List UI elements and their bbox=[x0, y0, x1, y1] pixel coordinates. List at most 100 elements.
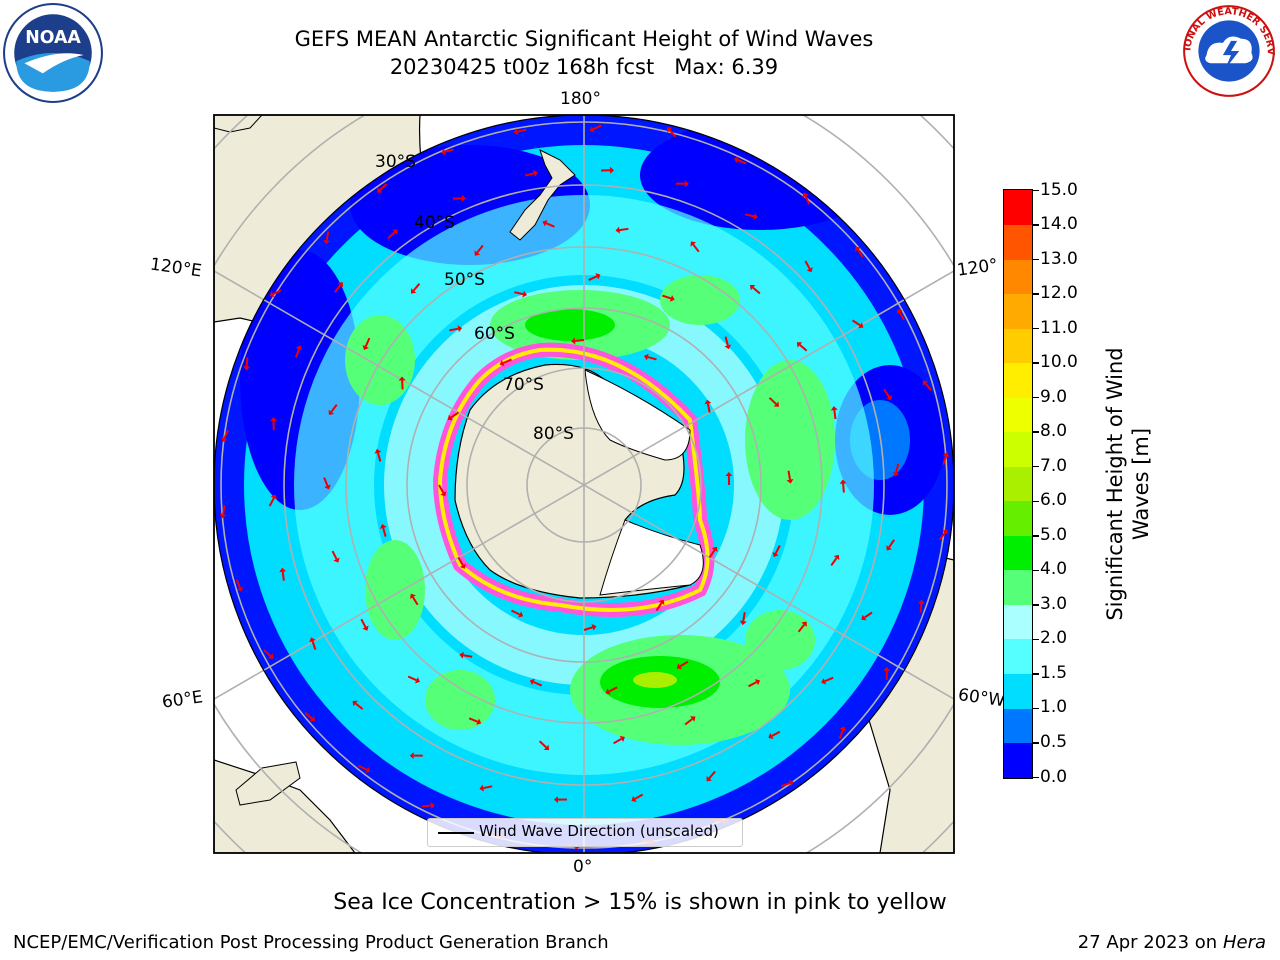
wave-direction-arrowhead bbox=[522, 290, 528, 298]
legend-label: Wind Wave Direction (unscaled) bbox=[479, 822, 719, 840]
wave-direction-arrow bbox=[583, 626, 593, 631]
wave-direction-arrowhead bbox=[571, 337, 576, 345]
wave-direction-arrow bbox=[376, 452, 382, 462]
wave-direction-arrowhead bbox=[724, 344, 732, 350]
wave-direction-arrowhead bbox=[309, 716, 316, 722]
colorbar-tick-label: 9.0 bbox=[1040, 386, 1068, 407]
figure-title: GEFS MEAN Antarctic Significant Height o… bbox=[294, 27, 874, 51]
wave-direction-arrowhead bbox=[725, 472, 733, 477]
wave-direction-arrowhead bbox=[440, 491, 447, 497]
colorbar-tick-label: 0.0 bbox=[1040, 766, 1068, 787]
wave-direction-arrow bbox=[330, 403, 338, 413]
footer-machine: Hera bbox=[1222, 932, 1266, 953]
colorbar-tick-mark bbox=[1033, 535, 1039, 537]
colorbar-tick-mark bbox=[1033, 189, 1039, 192]
wave-direction-arrow bbox=[787, 470, 791, 480]
wave-direction-arrowhead bbox=[333, 557, 340, 563]
wave-direction-arrowhead bbox=[802, 192, 809, 198]
wave-direction-arrowhead bbox=[441, 148, 446, 156]
wave-direction-arrowhead bbox=[796, 342, 803, 348]
wave-direction-arrowhead bbox=[609, 166, 615, 174]
wave-direction-arrow bbox=[358, 764, 368, 771]
colorbar-segment bbox=[1004, 362, 1032, 398]
wave-direction-arrowhead bbox=[518, 611, 524, 618]
wave-direction-arrow bbox=[833, 409, 837, 420]
lat-label-80s: 80°S bbox=[533, 424, 574, 444]
colorbar-segment bbox=[1004, 431, 1032, 467]
wave-direction-arrowhead bbox=[362, 625, 369, 631]
wave-direction-arrow bbox=[387, 231, 396, 239]
wave-direction-arrowhead bbox=[374, 448, 382, 454]
wave-direction-arrowhead bbox=[706, 776, 712, 782]
wave-direction-arrow bbox=[502, 358, 512, 364]
wave-direction-arrowhead bbox=[543, 744, 550, 751]
wave-direction-arrowhead bbox=[542, 219, 548, 227]
wave-direction-arrowhead bbox=[854, 246, 861, 252]
wave-direction-arrowhead bbox=[379, 524, 387, 529]
footer-date: 27 Apr 2023 on Hera bbox=[1078, 932, 1266, 953]
colorbar-tick-label: 4.0 bbox=[1040, 559, 1068, 580]
colorbar-tick-label: 1.0 bbox=[1040, 697, 1068, 718]
wave-direction-arrowhead bbox=[279, 567, 287, 573]
colorbar-tick-label: 3.0 bbox=[1040, 593, 1068, 614]
wave-direction-arrow bbox=[919, 603, 923, 613]
wave-direction-arrow bbox=[742, 612, 746, 622]
wave-direction-arrowhead bbox=[414, 677, 421, 684]
wave-direction-arrow bbox=[619, 227, 629, 232]
wave-direction-arrowhead bbox=[513, 128, 519, 136]
wave-direction-arrowhead bbox=[892, 471, 900, 477]
wave-direction-arrowhead bbox=[591, 623, 597, 631]
wave-direction-arrowhead bbox=[459, 651, 464, 659]
wave-direction-arrowhead bbox=[768, 732, 774, 740]
wave-direction-arrowhead bbox=[772, 551, 779, 558]
lat-label-40s: 40°S bbox=[414, 213, 455, 233]
wave-direction-arrowhead bbox=[236, 586, 244, 592]
colorbar-tick-mark bbox=[1033, 431, 1039, 433]
wave-direction-arrowhead bbox=[669, 295, 675, 302]
wave-direction-arrow bbox=[334, 284, 342, 293]
wave-direction-arrow bbox=[898, 311, 905, 321]
colorbar-tick-label: 2.0 bbox=[1040, 628, 1068, 649]
wave-direction-arrow bbox=[838, 729, 844, 739]
colorbar-tick-mark bbox=[1033, 500, 1039, 502]
wave-direction-arrowhead bbox=[801, 621, 807, 627]
wave-direction-arrow bbox=[883, 388, 890, 398]
wave-direction-arrow bbox=[468, 717, 478, 723]
wave-direction-arrow bbox=[748, 681, 757, 688]
wave-direction-arrow bbox=[449, 327, 459, 332]
wave-direction-arrowhead bbox=[786, 479, 794, 484]
colorbar-segment bbox=[1004, 535, 1032, 571]
wave-direction-arrow bbox=[412, 596, 419, 606]
wave-direction-arrowhead bbox=[398, 376, 406, 381]
wave-direction-arrow bbox=[771, 730, 781, 737]
wave-direction-arrow bbox=[311, 640, 317, 650]
wave-direction-arrowhead bbox=[667, 127, 673, 133]
madagascar-land bbox=[235, 761, 301, 806]
wave-direction-arrowhead bbox=[922, 380, 929, 386]
wave-direction-arrow bbox=[222, 505, 226, 515]
wave-direction-arrowhead bbox=[690, 716, 696, 722]
wave-direction-arrowhead bbox=[773, 401, 779, 407]
noaa-logo-icon: NOAA bbox=[3, 3, 103, 103]
colorbar-segment bbox=[1004, 742, 1032, 778]
wave-direction-arrow bbox=[272, 289, 282, 296]
wave-direction-arrowhead bbox=[474, 250, 481, 256]
colorbar-tick-mark bbox=[1033, 362, 1039, 364]
wave-direction-arrow bbox=[592, 124, 602, 131]
colorbar-tick-label: 13.0 bbox=[1040, 248, 1078, 269]
wave-direction-arrow bbox=[325, 231, 330, 241]
colorbar-tick-label: 6.0 bbox=[1040, 490, 1068, 511]
wave-direction-arrowhead bbox=[883, 666, 891, 671]
wave-direction-arrowhead bbox=[392, 229, 398, 235]
colorbar bbox=[1003, 189, 1033, 779]
lat-label-50s: 50°S bbox=[444, 270, 485, 290]
footer-date-text: 27 Apr 2023 on bbox=[1077, 932, 1223, 953]
wave-direction-arrowhead bbox=[323, 239, 331, 245]
colorbar-segment bbox=[1004, 397, 1032, 433]
wave-direction-arrow bbox=[295, 348, 300, 358]
wave-direction-arrow bbox=[517, 128, 527, 133]
wave-direction-arrow bbox=[574, 339, 585, 342]
lat-label-60s: 60°S bbox=[474, 324, 515, 344]
legend-line-sample bbox=[438, 832, 474, 834]
colorbar-tick-mark bbox=[1033, 293, 1039, 295]
